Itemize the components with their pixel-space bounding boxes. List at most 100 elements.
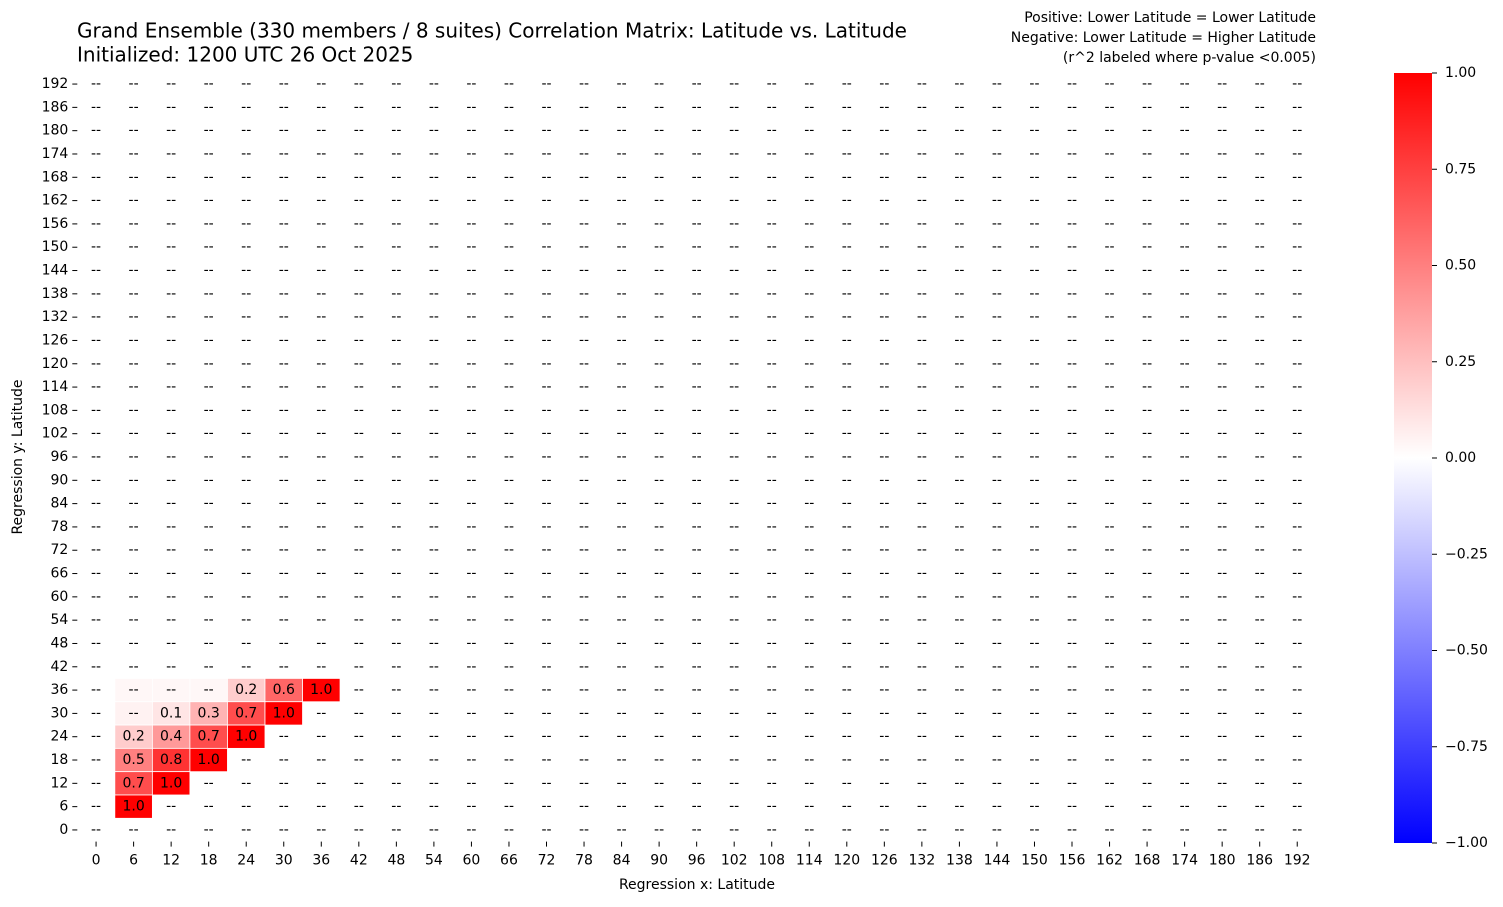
missing-label: -- — [1180, 123, 1190, 139]
missing-label: -- — [466, 239, 476, 255]
missing-label: -- — [804, 309, 814, 325]
missing-label: -- — [166, 76, 176, 92]
missing-label: -- — [429, 379, 439, 395]
missing-label: -- — [804, 332, 814, 348]
missing-label: -- — [279, 426, 289, 442]
missing-label: -- — [654, 496, 664, 512]
missing-label: -- — [879, 519, 889, 535]
missing-label: -- — [879, 169, 889, 185]
missing-label: -- — [992, 426, 1002, 442]
missing-label: -- — [354, 496, 364, 512]
missing-label: -- — [541, 169, 551, 185]
cell-label: 0.2 — [122, 729, 144, 745]
missing-label: -- — [316, 286, 326, 302]
colorbar-tick-label: 1.00 — [1445, 65, 1476, 81]
missing-label: -- — [842, 705, 852, 721]
missing-label: -- — [391, 216, 401, 232]
missing-label: -- — [1067, 705, 1077, 721]
missing-label: -- — [429, 216, 439, 232]
missing-label: -- — [204, 472, 214, 488]
missing-label: -- — [1104, 799, 1114, 815]
missing-label: -- — [429, 589, 439, 605]
missing-label: -- — [1067, 752, 1077, 768]
missing-label: -- — [354, 402, 364, 418]
missing-label: -- — [1292, 449, 1302, 465]
missing-label: -- — [166, 799, 176, 815]
missing-label: -- — [204, 309, 214, 325]
y-tick-label: 48 — [50, 635, 68, 651]
missing-label: -- — [316, 752, 326, 768]
missing-label: -- — [391, 332, 401, 348]
y-axis-label: Regression y: Latitude — [10, 379, 26, 534]
missing-label: -- — [729, 635, 739, 651]
missing-label: -- — [1067, 449, 1077, 465]
missing-label: -- — [654, 449, 664, 465]
missing-label: -- — [1255, 799, 1265, 815]
missing-label: -- — [204, 519, 214, 535]
missing-label: -- — [804, 705, 814, 721]
missing-label: -- — [729, 752, 739, 768]
missing-label: -- — [1217, 705, 1227, 721]
missing-label: -- — [1292, 496, 1302, 512]
colorbar — [1394, 73, 1432, 843]
missing-label: -- — [992, 775, 1002, 791]
missing-label: -- — [1180, 402, 1190, 418]
missing-label: -- — [1029, 169, 1039, 185]
missing-label: -- — [391, 99, 401, 115]
missing-label: -- — [917, 426, 927, 442]
missing-label: -- — [654, 332, 664, 348]
missing-label: -- — [429, 426, 439, 442]
missing-label: -- — [91, 76, 101, 92]
missing-label: -- — [917, 472, 927, 488]
missing-label: -- — [1180, 449, 1190, 465]
missing-label: -- — [1180, 799, 1190, 815]
missing-label: -- — [316, 146, 326, 162]
missing-label: -- — [842, 426, 852, 442]
missing-label: -- — [842, 449, 852, 465]
missing-label: -- — [954, 566, 964, 582]
cell-label: -- — [166, 682, 176, 698]
missing-label: -- — [842, 589, 852, 605]
missing-label: -- — [692, 99, 702, 115]
missing-label: -- — [1180, 542, 1190, 558]
missing-label: -- — [842, 193, 852, 209]
missing-label: -- — [1142, 76, 1152, 92]
missing-label: -- — [466, 612, 476, 628]
missing-label: -- — [429, 263, 439, 279]
missing-label: -- — [316, 263, 326, 279]
missing-label: -- — [541, 123, 551, 139]
missing-label: -- — [879, 99, 889, 115]
missing-label: -- — [1067, 822, 1077, 838]
missing-label: -- — [391, 519, 401, 535]
missing-label: -- — [692, 659, 702, 675]
x-tick-label: 102 — [721, 853, 748, 869]
missing-label: -- — [316, 729, 326, 745]
missing-label: -- — [617, 612, 627, 628]
missing-label: -- — [1217, 472, 1227, 488]
missing-label: -- — [617, 775, 627, 791]
missing-label: -- — [692, 729, 702, 745]
missing-label: -- — [316, 566, 326, 582]
missing-label: -- — [429, 286, 439, 302]
missing-label: -- — [129, 216, 139, 232]
missing-label: -- — [1217, 99, 1227, 115]
missing-label: -- — [166, 496, 176, 512]
missing-label: -- — [804, 146, 814, 162]
missing-label: -- — [729, 239, 739, 255]
missing-label: -- — [654, 169, 664, 185]
missing-label: -- — [617, 822, 627, 838]
missing-label: -- — [429, 239, 439, 255]
missing-label: -- — [241, 449, 251, 465]
missing-label: -- — [316, 332, 326, 348]
missing-label: -- — [992, 752, 1002, 768]
missing-label: -- — [1142, 99, 1152, 115]
missing-label: -- — [1104, 612, 1114, 628]
missing-label: -- — [842, 123, 852, 139]
missing-label: -- — [1255, 146, 1265, 162]
missing-label: -- — [617, 99, 627, 115]
missing-label: -- — [129, 426, 139, 442]
missing-label: -- — [954, 356, 964, 372]
missing-label: -- — [91, 146, 101, 162]
missing-label: -- — [1217, 309, 1227, 325]
missing-label: -- — [917, 612, 927, 628]
